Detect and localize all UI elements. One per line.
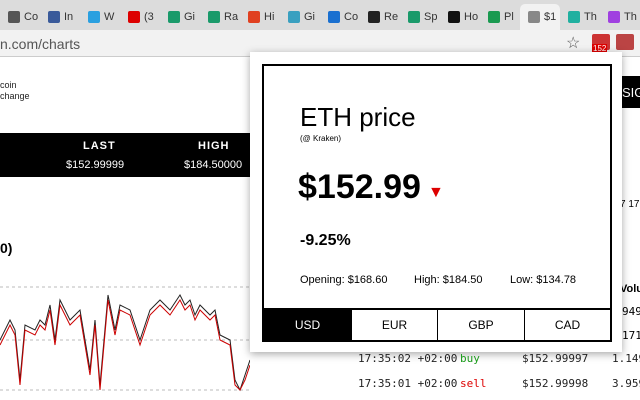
currency-tab[interactable]: USD bbox=[264, 310, 351, 340]
volume-value: 949 bbox=[622, 305, 640, 318]
favicon bbox=[608, 11, 620, 23]
favicon bbox=[48, 11, 60, 23]
ticker-header: LAST bbox=[83, 140, 116, 152]
tab[interactable]: Th bbox=[600, 4, 640, 30]
tab[interactable]: Gi bbox=[160, 4, 200, 30]
tab-title: Gi bbox=[304, 11, 315, 23]
ticker-value: $184.50000 bbox=[184, 159, 243, 171]
tab-title: Ho bbox=[464, 11, 479, 23]
tab-title: Re bbox=[384, 11, 399, 23]
tab[interactable]: Sp bbox=[400, 4, 440, 30]
favicon bbox=[368, 11, 380, 23]
favicon bbox=[128, 11, 140, 23]
ticker-bar: LAST HIGH $152.99999 $184.50000 bbox=[0, 133, 250, 177]
favicon bbox=[488, 11, 500, 23]
section-title: 0) bbox=[0, 240, 13, 256]
tab-title: Th bbox=[584, 11, 597, 23]
tab[interactable]: Th bbox=[560, 4, 600, 30]
favicon bbox=[208, 11, 220, 23]
popup-frame: ETH price (@ Kraken) $152.99 ▼ -9.25% Op… bbox=[262, 64, 612, 342]
favicon bbox=[568, 11, 580, 23]
down-arrow: ▼ bbox=[428, 184, 444, 201]
favicon bbox=[408, 11, 420, 23]
ticker-header: HIGH bbox=[198, 140, 230, 152]
volume-header: Volu bbox=[620, 283, 640, 295]
background-chart bbox=[0, 286, 250, 392]
side-text: 7 17:5 bbox=[620, 199, 640, 210]
popup-source: (@ Kraken) bbox=[300, 134, 342, 143]
tab[interactable]: W bbox=[80, 4, 120, 30]
ticker-value: $152.99999 bbox=[66, 159, 125, 171]
badge: 152 bbox=[592, 44, 608, 53]
price-line bbox=[0, 294, 250, 392]
popup-stat: Opening: $168.60 bbox=[300, 274, 388, 286]
popup-stat: Low: $134.78 bbox=[510, 274, 577, 286]
tab[interactable]: In bbox=[40, 4, 80, 30]
tab[interactable]: Ho bbox=[440, 4, 480, 30]
popup: ETH price (@ Kraken) $152.99 ▼ -9.25% Op… bbox=[250, 52, 622, 352]
tab[interactable]: Co bbox=[320, 4, 360, 30]
favicon bbox=[288, 11, 300, 23]
currency-tab[interactable]: GBP bbox=[437, 310, 524, 340]
popup-title: ETH price bbox=[300, 102, 416, 132]
tab-title: $1 bbox=[544, 11, 557, 23]
popup-change: -9.25% bbox=[300, 232, 351, 249]
favicon bbox=[528, 11, 540, 23]
popup-price: $152.99 bbox=[298, 168, 421, 206]
tab[interactable]: Re bbox=[360, 4, 400, 30]
trade-cell: buy bbox=[460, 352, 480, 365]
logo-line: coin bbox=[0, 80, 17, 90]
button-label: SIG bbox=[622, 85, 640, 100]
trade-cell: 17:35:01 +02:00 bbox=[358, 377, 458, 390]
tab-title: In bbox=[64, 11, 74, 23]
tab-bar: Co In W (3 Gi Ra Hi Gi Co Re Sp Ho Pl $1 Th Th bbox=[0, 0, 640, 30]
price-line bbox=[0, 299, 250, 391]
tab[interactable]: Hi bbox=[240, 4, 280, 30]
tab-title: Pl bbox=[504, 11, 514, 23]
volume-value: 171 bbox=[622, 329, 640, 342]
trade-cell: 3.959 bbox=[612, 377, 640, 390]
favicon bbox=[8, 11, 20, 23]
tab-title: W bbox=[104, 11, 115, 23]
tab[interactable]: Co bbox=[0, 4, 40, 30]
tab-title: Ra bbox=[224, 11, 239, 23]
trade-cell: 1.149 bbox=[612, 352, 640, 365]
currency-tab[interactable]: CAD bbox=[523, 310, 611, 340]
trade-cell: $152.99997 bbox=[522, 352, 589, 365]
url[interactable]: n.com/charts bbox=[0, 36, 81, 52]
popup-stat: High: $184.50 bbox=[414, 274, 483, 286]
tab-title: Gi bbox=[184, 11, 195, 23]
tab-title: (3 bbox=[144, 11, 154, 23]
tab-title: Hi bbox=[264, 11, 275, 23]
trade-cell: 17:35:02 +02:00 bbox=[358, 352, 458, 365]
trade-cell: $152.99998 bbox=[522, 377, 589, 390]
favicon bbox=[448, 11, 460, 23]
tab[interactable]: Gi bbox=[280, 4, 320, 30]
favicon bbox=[248, 11, 260, 23]
trade-cell: sell bbox=[460, 377, 487, 390]
currency-tab[interactable]: EUR bbox=[350, 310, 438, 340]
favicon bbox=[328, 11, 340, 23]
extension-icon[interactable] bbox=[616, 34, 634, 50]
tab[interactable]: $1 bbox=[520, 4, 560, 30]
tab-title: Co bbox=[24, 11, 39, 23]
tab-title: Co bbox=[344, 11, 359, 23]
tab[interactable]: Pl bbox=[480, 4, 520, 30]
favicon bbox=[88, 11, 100, 23]
tab[interactable]: (3 bbox=[120, 4, 160, 30]
favicon bbox=[168, 11, 180, 23]
logo: coin change bbox=[0, 80, 30, 102]
logo-line: change bbox=[0, 91, 30, 101]
tab[interactable]: Ra bbox=[200, 4, 240, 30]
currency-tabs: USD EUR GBP CAD bbox=[264, 308, 610, 342]
star-icon[interactable]: ☆ bbox=[566, 35, 581, 52]
tab-title: Th bbox=[624, 11, 637, 23]
tab-title: Sp bbox=[424, 11, 438, 23]
